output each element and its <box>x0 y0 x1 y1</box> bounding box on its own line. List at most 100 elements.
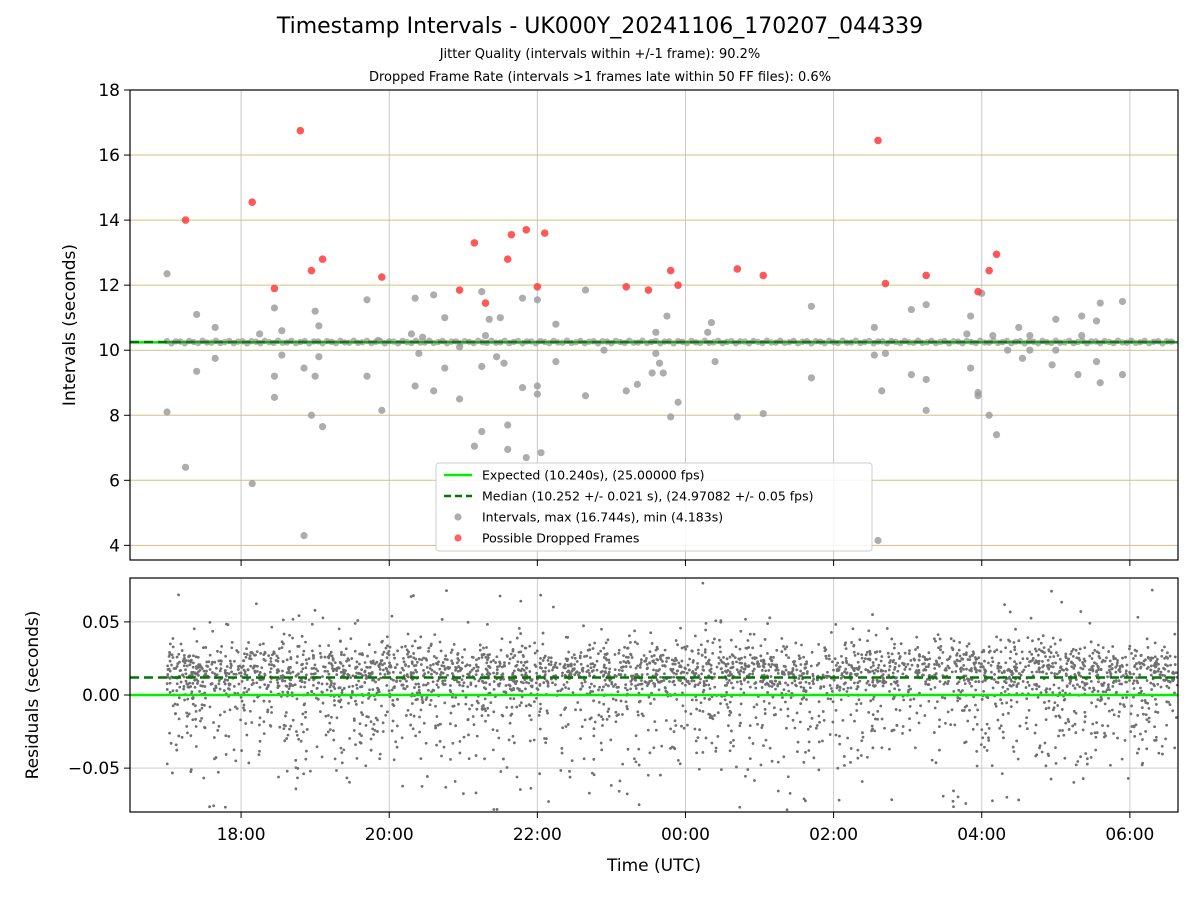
residual-point <box>764 669 768 673</box>
residual-point <box>652 681 655 685</box>
residual-point <box>196 682 199 685</box>
residual-point <box>600 688 604 692</box>
interval-point <box>315 353 323 361</box>
residual-point <box>208 805 211 809</box>
top-ytick-label: 16 <box>98 146 120 166</box>
residual-point <box>831 720 835 724</box>
residual-point <box>780 637 784 640</box>
residual-point <box>290 691 294 695</box>
residual-point <box>974 658 978 661</box>
residual-point <box>448 722 452 726</box>
residual-point <box>668 680 671 683</box>
residual-point <box>1042 646 1046 649</box>
interval-point <box>478 362 486 371</box>
residual-point <box>245 733 249 737</box>
residual-point <box>251 651 254 655</box>
residual-point <box>889 682 893 686</box>
residual-point <box>451 741 455 745</box>
residual-point <box>898 657 901 660</box>
residual-point <box>1078 685 1082 689</box>
dropped-frame-point <box>733 265 742 273</box>
residual-point <box>1057 686 1061 690</box>
residual-point <box>543 737 546 740</box>
residual-point <box>460 655 464 659</box>
residual-point <box>628 634 631 638</box>
residual-point <box>875 678 879 682</box>
residual-point <box>744 617 747 621</box>
residual-point <box>593 663 597 667</box>
residual-point <box>730 729 733 733</box>
residual-point <box>259 678 263 682</box>
residual-point <box>378 672 382 676</box>
residual-point <box>1008 640 1012 643</box>
residual-point <box>739 629 743 633</box>
residual-point <box>639 661 643 664</box>
legend-box <box>435 462 873 552</box>
residual-point <box>966 719 970 723</box>
residual-point <box>188 685 191 689</box>
residual-point <box>242 668 246 672</box>
residual-point <box>333 661 337 665</box>
residual-point <box>921 655 925 658</box>
residual-point <box>1020 650 1024 654</box>
residual-point <box>405 679 408 683</box>
residual-point <box>1051 662 1055 665</box>
residual-point <box>719 619 723 623</box>
interval-point <box>307 411 316 419</box>
interval-point <box>1096 379 1104 387</box>
residual-point <box>713 713 716 717</box>
residual-point <box>959 690 963 694</box>
residual-point <box>731 665 735 669</box>
residual-point <box>1021 679 1025 683</box>
residual-point <box>700 672 704 676</box>
residual-point <box>385 656 389 660</box>
residual-point <box>239 718 243 722</box>
residual-point <box>245 647 248 651</box>
interval-point <box>648 369 656 377</box>
residual-point <box>191 696 195 699</box>
residual-point <box>395 663 399 666</box>
residual-point <box>530 684 534 688</box>
residual-point <box>529 718 533 722</box>
residual-point <box>604 641 608 645</box>
residual-point <box>871 746 875 750</box>
interval-point <box>455 395 464 403</box>
residual-point <box>927 663 931 666</box>
residual-point <box>939 644 943 648</box>
residual-point <box>1173 691 1176 695</box>
residual-point <box>227 672 231 676</box>
residual-point <box>422 721 426 725</box>
residual-point <box>409 673 413 676</box>
residual-point <box>573 667 576 671</box>
residual-point <box>873 717 877 721</box>
residual-point <box>1027 684 1031 687</box>
residual-point <box>328 721 332 725</box>
residual-point <box>832 668 835 672</box>
residual-point <box>753 779 756 782</box>
residual-point <box>186 731 189 735</box>
residual-point <box>179 642 183 646</box>
residual-point <box>802 672 806 675</box>
residual-point <box>1119 675 1123 679</box>
residual-point <box>1079 610 1083 613</box>
residual-point <box>457 680 461 684</box>
residual-point <box>943 668 947 672</box>
residual-point <box>184 672 188 676</box>
residual-point <box>752 667 756 671</box>
residual-point <box>1166 664 1169 668</box>
residual-point <box>324 714 328 718</box>
residual-point <box>896 684 900 687</box>
residual-point <box>416 697 419 701</box>
residual-point <box>859 754 863 757</box>
residual-point <box>699 643 703 647</box>
residual-point <box>702 680 706 683</box>
residual-point <box>218 669 222 673</box>
residual-point <box>474 673 478 677</box>
residual-point <box>192 627 196 631</box>
residual-point <box>889 659 892 662</box>
residual-point <box>331 667 334 670</box>
residual-point <box>525 666 529 670</box>
residual-point <box>1095 650 1099 654</box>
residual-point <box>477 656 481 660</box>
residual-point <box>699 701 703 705</box>
